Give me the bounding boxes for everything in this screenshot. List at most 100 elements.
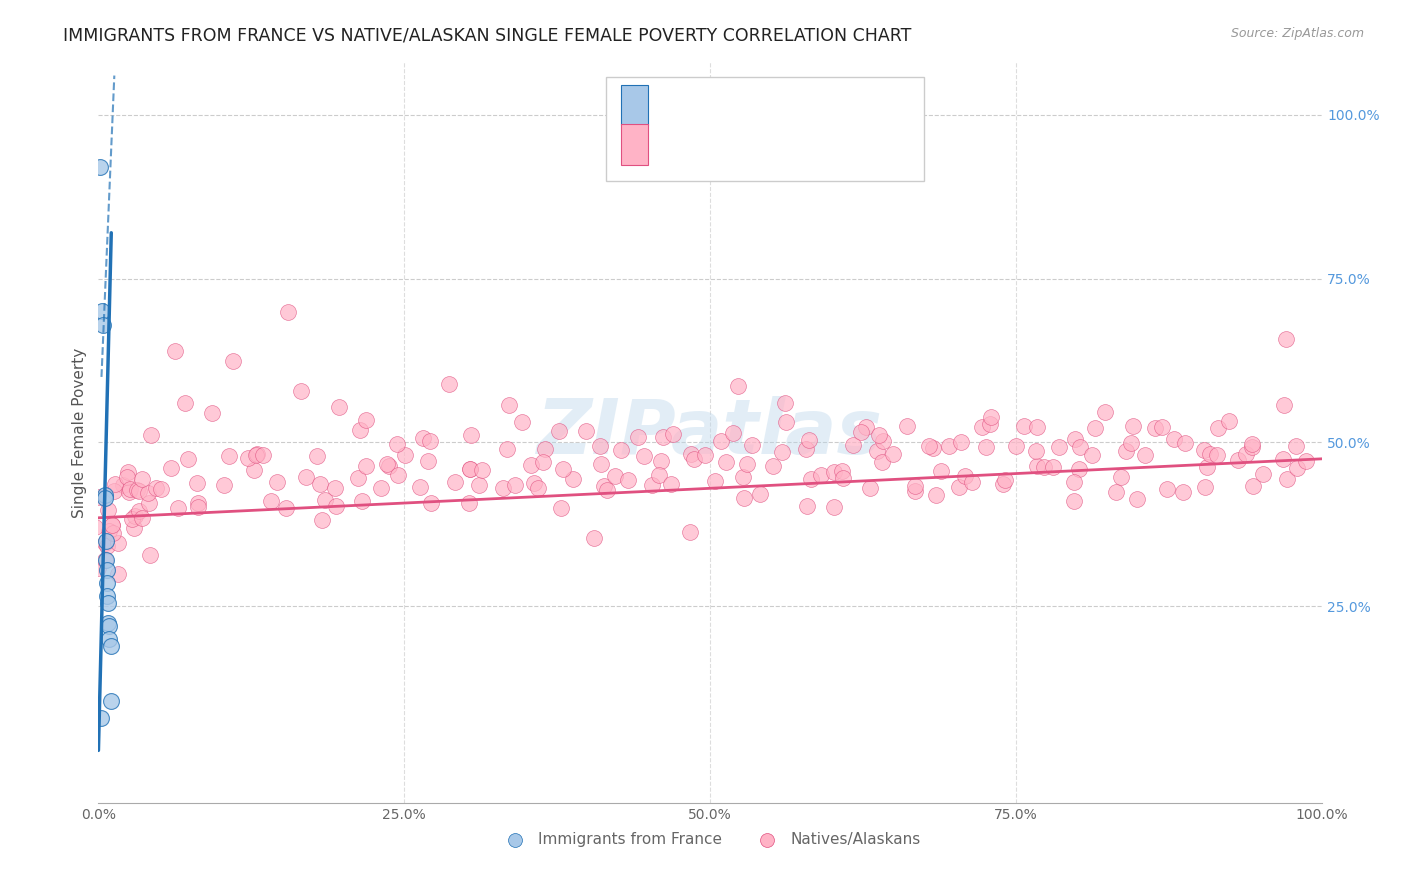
Point [236, 450, 259, 465]
Point [831, 464, 853, 478]
Point [1122, 418, 1144, 433]
Point [242, 463, 264, 477]
Point [962, 475, 984, 489]
Point [118, 485, 141, 500]
Point [394, 448, 416, 462]
Text: N =  17: N = 17 [808, 96, 872, 114]
Point [100, 694, 122, 708]
Point [974, 440, 997, 454]
Point [96, 590, 118, 604]
Point [458, 462, 481, 476]
Point [1251, 467, 1274, 481]
Point [98, 632, 121, 646]
Point [121, 511, 143, 525]
Point [550, 501, 572, 516]
Point [855, 420, 877, 434]
Point [96, 576, 118, 591]
Point [1206, 421, 1229, 435]
Point [437, 377, 460, 392]
Point [1295, 454, 1317, 468]
Point [350, 494, 373, 508]
Point [1033, 459, 1056, 474]
Point [714, 455, 737, 469]
Point [460, 428, 482, 442]
Point [510, 416, 533, 430]
Point [548, 424, 571, 438]
Point [290, 384, 312, 398]
Point [159, 460, 181, 475]
Point [741, 438, 763, 452]
Point [94, 533, 117, 548]
Point [797, 433, 820, 447]
Point [1109, 470, 1132, 484]
Point [309, 476, 332, 491]
Point [735, 458, 758, 472]
Point [377, 458, 399, 473]
Point [409, 480, 432, 494]
Point [460, 462, 482, 476]
Point [681, 447, 703, 461]
Point [87, 490, 110, 504]
Point [925, 487, 948, 501]
FancyBboxPatch shape [606, 78, 924, 181]
Point [972, 420, 994, 434]
Point [131, 472, 153, 486]
Point [859, 481, 882, 495]
Point [749, 487, 772, 501]
Point [1234, 447, 1257, 461]
Point [1150, 420, 1173, 434]
Point [1081, 448, 1104, 462]
Point [354, 458, 377, 473]
Point [1199, 447, 1222, 461]
Point [592, 479, 614, 493]
Bar [620, 124, 648, 165]
Text: ZIPatlas: ZIPatlas [537, 396, 883, 469]
Point [89, 161, 111, 175]
Point [91, 318, 114, 332]
Point [1241, 479, 1264, 493]
Point [918, 439, 941, 453]
Point [1240, 440, 1263, 454]
Point [1174, 435, 1197, 450]
Point [868, 427, 890, 442]
Point [90, 711, 112, 725]
Text: N = 196: N = 196 [808, 136, 876, 154]
Point [683, 452, 706, 467]
Point [370, 481, 392, 495]
Point [733, 470, 755, 484]
Point [589, 457, 612, 471]
Point [1105, 484, 1128, 499]
Point [128, 504, 150, 518]
Point [775, 415, 797, 429]
Legend: Immigrants from France, Natives/Alaskans: Immigrants from France, Natives/Alaskans [499, 832, 921, 847]
Point [1194, 480, 1216, 494]
Point [775, 395, 797, 409]
Point [387, 436, 409, 450]
Point [921, 441, 943, 455]
Point [492, 481, 515, 495]
Point [173, 396, 195, 410]
Point [277, 305, 299, 319]
Point [904, 484, 927, 499]
Point [617, 473, 640, 487]
Bar [620, 85, 648, 126]
Point [1192, 442, 1215, 457]
Point [1275, 332, 1298, 346]
Point [246, 447, 269, 461]
Point [603, 469, 626, 483]
Point [150, 482, 173, 496]
Point [527, 482, 550, 496]
Point [167, 500, 190, 515]
Point [575, 424, 598, 438]
Point [419, 434, 441, 449]
Point [107, 566, 129, 581]
Point [596, 483, 619, 498]
Point [1156, 482, 1178, 496]
Point [980, 410, 1002, 425]
Text: IMMIGRANTS FROM FRANCE VS NATIVE/ALASKAN SINGLE FEMALE POVERTY CORRELATION CHART: IMMIGRANTS FROM FRANCE VS NATIVE/ALASKAN… [63, 27, 911, 45]
Point [948, 480, 970, 494]
Point [1025, 443, 1047, 458]
Point [349, 423, 371, 437]
Point [124, 509, 146, 524]
Point [186, 475, 208, 490]
